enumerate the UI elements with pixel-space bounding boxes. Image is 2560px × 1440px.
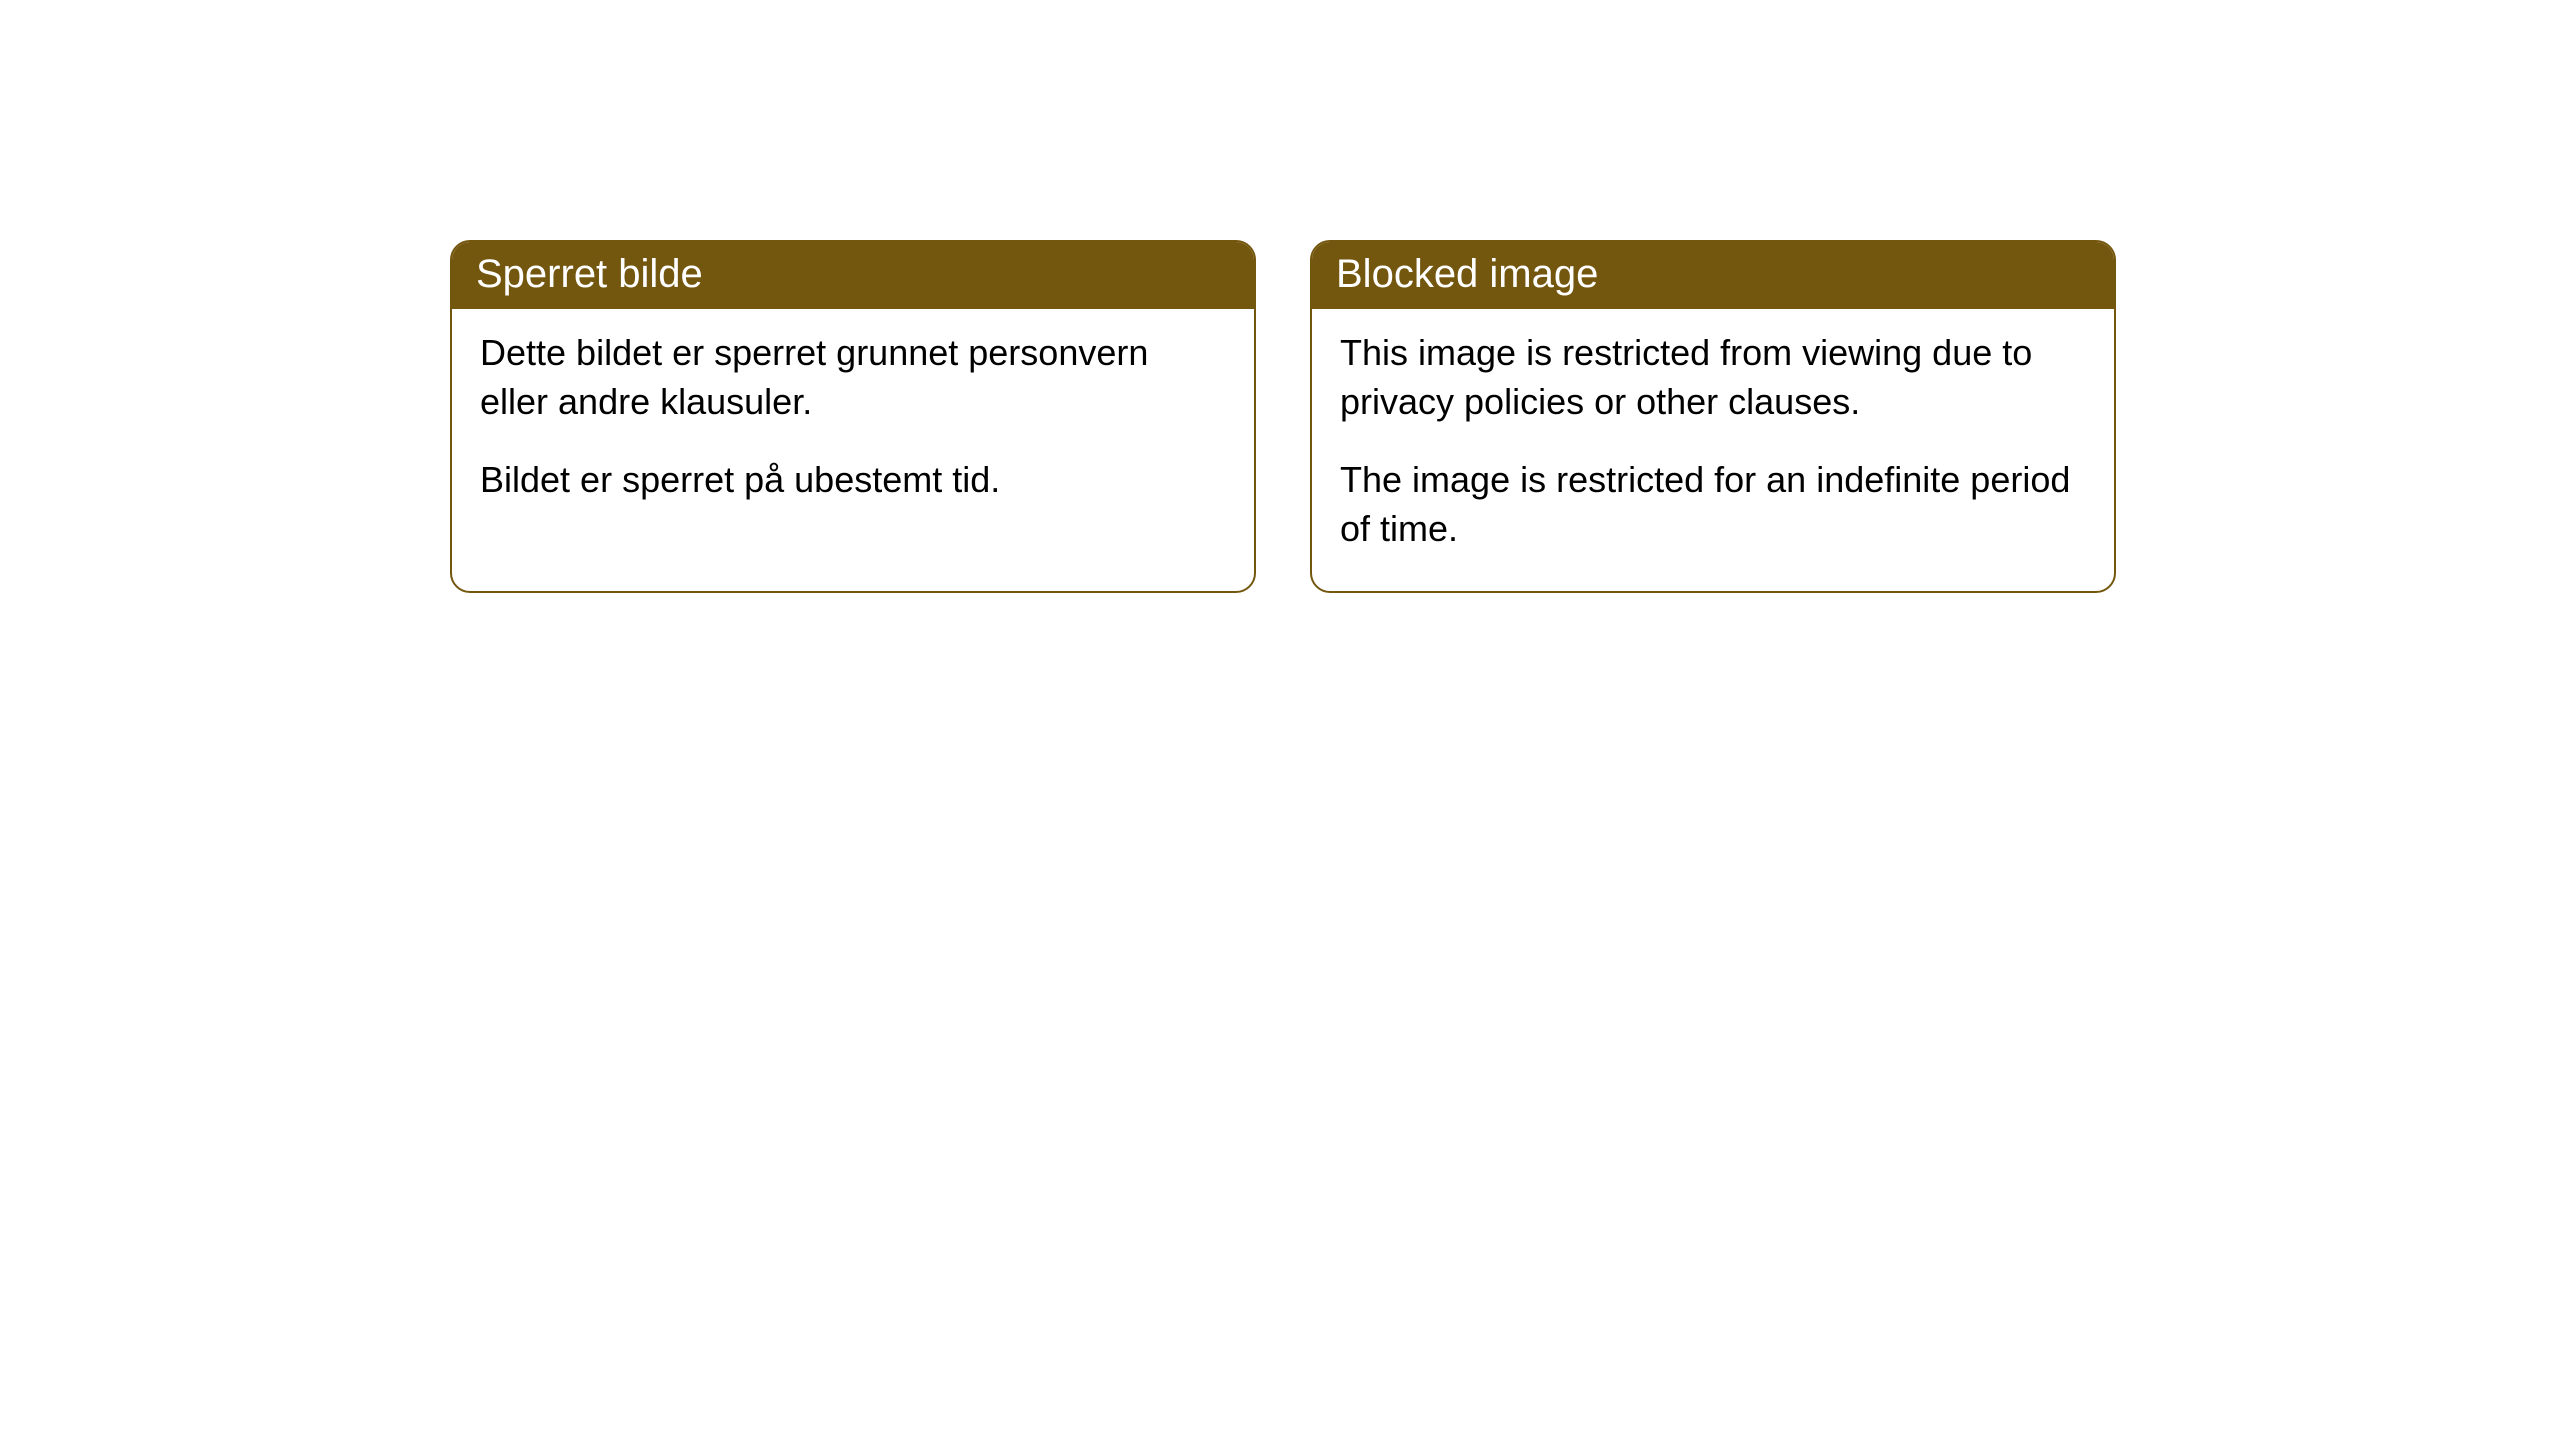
blocked-image-card-norwegian: Sperret bilde Dette bildet er sperret gr…	[450, 240, 1256, 593]
blocked-image-card-english: Blocked image This image is restricted f…	[1310, 240, 2116, 593]
card-title: Sperret bilde	[476, 252, 703, 296]
notice-cards-container: Sperret bilde Dette bildet er sperret gr…	[0, 0, 2560, 593]
card-title: Blocked image	[1336, 252, 1598, 296]
card-paragraph: This image is restricted from viewing du…	[1340, 329, 2086, 426]
card-paragraph: Bildet er sperret på ubestemt tid.	[480, 456, 1226, 505]
card-body: This image is restricted from viewing du…	[1312, 309, 2114, 591]
card-header: Blocked image	[1312, 242, 2114, 309]
card-header: Sperret bilde	[452, 242, 1254, 309]
card-paragraph: Dette bildet er sperret grunnet personve…	[480, 329, 1226, 426]
card-body: Dette bildet er sperret grunnet personve…	[452, 309, 1254, 543]
card-paragraph: The image is restricted for an indefinit…	[1340, 456, 2086, 553]
